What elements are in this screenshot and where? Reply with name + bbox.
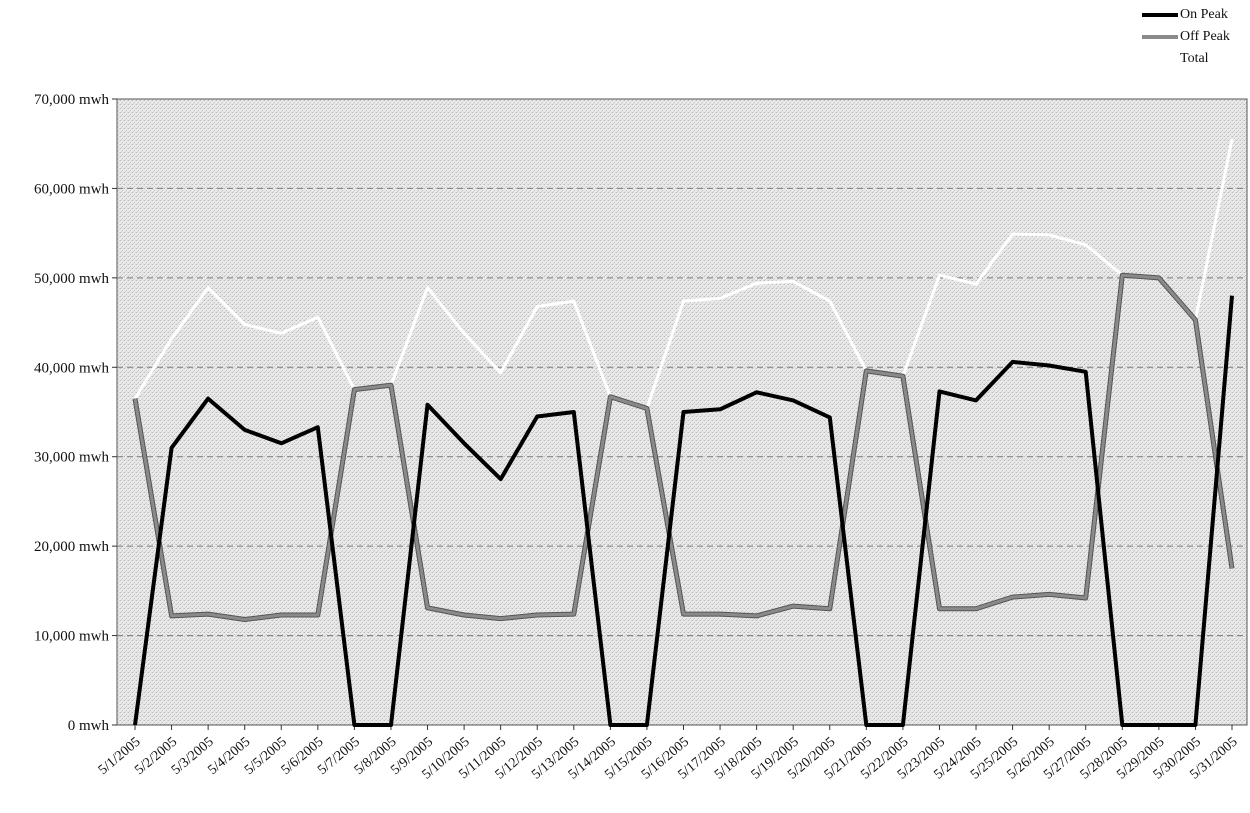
y-tick-label: 70,000 mwh (34, 92, 110, 108)
y-tick-label: 10,000 mwh (34, 629, 110, 645)
legend-swatch-on-peak (1142, 13, 1178, 17)
legend-swatch-total (1142, 57, 1178, 61)
y-tick-label: 60,000 mwh (34, 181, 110, 197)
y-tick-label: 50,000 mwh (34, 271, 110, 287)
series-line-on-peak (133, 295, 1234, 727)
legend-label-off-peak: Off Peak (1180, 29, 1230, 44)
series-lines (132, 138, 1235, 727)
series-line-off-peak (133, 273, 1234, 621)
y-tick-label: 20,000 mwh (34, 539, 110, 555)
y-axis: 0 mwh 10,000 mwh 20,000 mwh 30,000 mwh 40,00… (34, 92, 117, 734)
y-tick-label: 30,000 mwh (34, 450, 110, 466)
legend: On Peak Off Peak Total (1106, 4, 1236, 70)
legend-swatch-off-peak (1142, 35, 1178, 39)
legend-label-on-peak: On Peak (1180, 7, 1228, 22)
x-axis: 5/1/20055/2/20055/3/20055/4/20055/5/2005… (96, 725, 1241, 783)
legend-item-total: Total (1106, 48, 1236, 70)
legend-item-off-peak: Off Peak (1106, 26, 1236, 48)
y-tick-label: 0 mwh (68, 718, 110, 734)
legend-label-total: Total (1180, 51, 1209, 66)
legend-item-on-peak: On Peak (1106, 4, 1236, 26)
series-line-total (133, 138, 1234, 410)
y-tick-label: 40,000 mwh (34, 360, 110, 376)
